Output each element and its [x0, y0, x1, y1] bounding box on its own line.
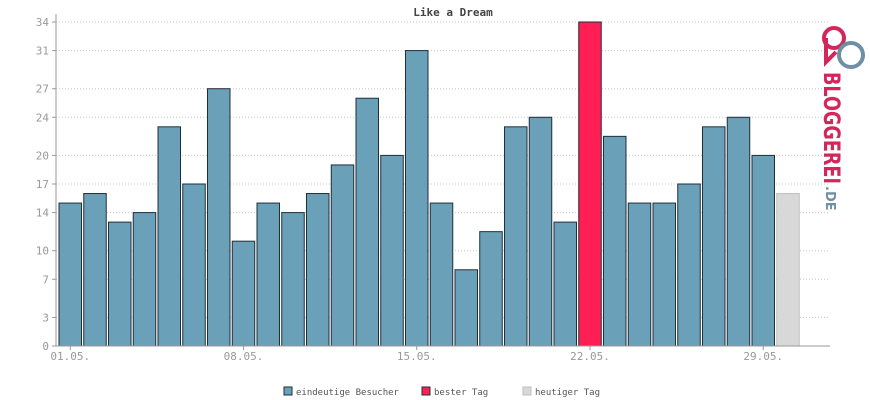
axes: 0 3 7 10 14 17 20 24 27 31 34 01.05. 08.05. 15.05. 22.…	[36, 14, 830, 363]
bar	[627, 202, 652, 347]
chart-title: Like a Dream	[413, 6, 493, 19]
y-tick-label: 10	[36, 245, 49, 258]
bar-today	[776, 193, 800, 347]
bar	[429, 202, 454, 347]
y-tick-label: 7	[42, 273, 49, 286]
bar	[454, 269, 478, 347]
legend-label: eindeutige Besucher	[296, 388, 400, 398]
y-tick-label: 34	[36, 16, 50, 29]
bar	[553, 221, 577, 347]
bloggerei-logo: BLOGGEREI .DE	[818, 26, 865, 211]
bar	[306, 193, 330, 347]
bar	[702, 126, 726, 347]
bar	[603, 135, 627, 347]
bar	[528, 116, 553, 347]
bar	[83, 193, 107, 347]
bars	[58, 21, 800, 347]
legend-label: bester Tag	[434, 388, 488, 398]
bar-best-day	[578, 21, 602, 347]
bar	[58, 202, 82, 347]
x-tick-label: 08.05.	[224, 350, 264, 363]
bar	[207, 88, 231, 347]
x-tick-label: 22.05.	[570, 350, 610, 363]
logo-domain-suffix: .DE	[822, 186, 837, 211]
bar	[479, 231, 503, 347]
bar	[652, 202, 676, 347]
bar	[157, 126, 181, 347]
y-tick-label: 0	[42, 340, 49, 353]
y-tick-label: 31	[36, 45, 49, 58]
bar	[405, 50, 429, 347]
bar	[132, 212, 157, 347]
legend: eindeutige Besucher bester Tag heutiger Ta…	[283, 386, 600, 398]
legend-swatch	[283, 386, 293, 396]
y-tick-label: 3	[42, 311, 49, 324]
legend-label: heutiger Tag	[535, 388, 600, 398]
bar	[330, 164, 355, 347]
logo-wordmark: BLOGGEREI	[818, 72, 843, 184]
bar	[751, 154, 775, 347]
y-tick-label: 14	[36, 207, 50, 220]
bar	[726, 116, 751, 347]
y-tick-label: 17	[36, 178, 49, 191]
x-tick-label: 29.05.	[743, 350, 783, 363]
bar	[380, 154, 404, 347]
bar	[281, 212, 305, 347]
bar	[108, 221, 132, 347]
x-tick-label: 01.05.	[50, 350, 90, 363]
y-tick-label: 27	[36, 83, 49, 96]
bar	[504, 126, 528, 347]
bar	[256, 202, 280, 347]
x-tick-label: 15.05.	[397, 350, 437, 363]
bloggerei-logo-icon	[822, 26, 865, 69]
legend-swatch	[421, 386, 431, 396]
y-tick-label: 20	[36, 149, 49, 162]
bar	[231, 240, 256, 347]
legend-swatch	[522, 386, 532, 396]
bar	[182, 183, 206, 347]
bar	[677, 183, 701, 347]
bar	[355, 97, 379, 347]
y-tick-label: 24	[36, 111, 50, 124]
